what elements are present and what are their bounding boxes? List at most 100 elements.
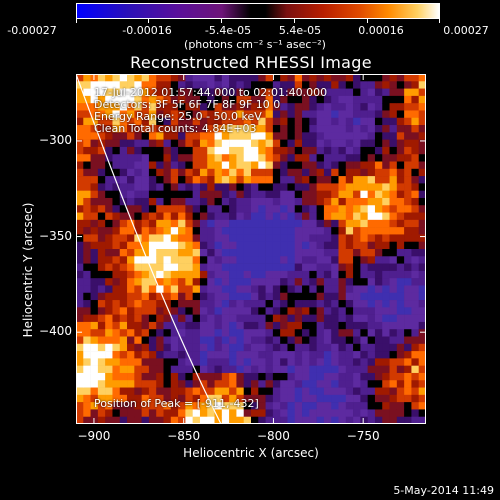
heatmap-cell	[251, 270, 259, 279]
heatmap-cell	[331, 270, 339, 279]
heatmap-cell	[97, 132, 106, 140]
heatmap-cell	[309, 139, 317, 148]
heatmap-cell	[280, 394, 288, 403]
heatmap-cell	[178, 234, 186, 243]
heatmap-cell	[90, 132, 99, 140]
heatmap-cell	[243, 88, 252, 97]
heatmap-cell	[97, 409, 106, 418]
heatmap-cell	[294, 176, 303, 184]
heatmap-cell	[119, 351, 128, 359]
heatmap-cell	[389, 139, 398, 148]
heatmap-cell	[309, 351, 317, 359]
heatmap-cell	[141, 387, 150, 396]
heatmap-cell	[294, 307, 303, 315]
heatmap-cell	[243, 270, 252, 279]
heatmap-cell	[374, 394, 383, 403]
heatmap-cell	[411, 88, 420, 97]
heatmap-cell	[294, 285, 303, 294]
heatmap-cell	[170, 365, 179, 374]
heatmap-cell	[148, 380, 157, 388]
heatmap-cell	[382, 227, 390, 235]
heatmap-cell	[185, 351, 193, 359]
heatmap-cell	[119, 103, 128, 111]
heatmap-cell	[404, 81, 412, 89]
heatmap-cell	[338, 270, 347, 279]
heatmap-cell	[367, 249, 376, 257]
heatmap-cell	[170, 249, 179, 257]
heatmap-cell	[404, 95, 412, 104]
heatmap-cell	[374, 380, 383, 388]
heatmap-cell	[163, 336, 172, 345]
heatmap-cell	[148, 372, 157, 381]
heatmap-cell	[134, 372, 142, 381]
heatmap-cell	[411, 329, 420, 337]
heatmap-cell	[360, 110, 368, 119]
heatmap-cell	[280, 234, 288, 243]
heatmap-cell	[411, 285, 420, 294]
heatmap-cell	[229, 343, 237, 352]
heatmap-cell	[236, 205, 245, 213]
heatmap-cell	[83, 285, 91, 294]
heatmap-cell	[389, 372, 398, 381]
heatmap-cell	[178, 402, 186, 410]
heatmap-cell	[134, 351, 142, 359]
heatmap-cell	[199, 183, 208, 191]
heatmap-cell	[156, 321, 164, 330]
heatmap-cell	[156, 190, 164, 199]
heatmap-cell	[141, 234, 150, 243]
heatmap-cell	[97, 416, 106, 424]
heatmap-cell	[83, 139, 91, 148]
heatmap-cell	[374, 358, 383, 366]
heatmap-cell	[243, 249, 252, 257]
heatmap-cell	[302, 132, 310, 140]
heatmap-cell	[221, 409, 230, 418]
heatmap-cell	[90, 270, 99, 279]
heatmap-cell	[302, 183, 310, 191]
heatmap-cell	[221, 81, 230, 89]
heatmap-cell	[251, 176, 259, 184]
heatmap-cell	[323, 307, 332, 315]
heatmap-cell	[141, 343, 150, 352]
heatmap-cell	[112, 285, 121, 294]
heatmap-cell	[178, 103, 186, 111]
heatmap-cell	[272, 365, 281, 374]
heatmap-cell	[258, 409, 266, 418]
heatmap-cell	[127, 176, 135, 184]
heatmap-cell	[105, 416, 113, 424]
heatmap-cell	[170, 314, 179, 323]
heatmap-cell	[404, 358, 412, 366]
heatmap-cell	[243, 161, 252, 170]
heatmap-cell	[185, 380, 193, 388]
heatmap-cell	[170, 394, 179, 403]
heatmap-cell	[367, 307, 376, 315]
heatmap-cell	[302, 197, 310, 206]
heatmap-cell	[192, 249, 201, 257]
heatmap-cell	[141, 372, 150, 381]
heatmap-cell	[309, 110, 317, 119]
heatmap-cell	[367, 117, 376, 126]
heatmap-cell	[134, 139, 142, 148]
heatmap-cell	[345, 380, 354, 388]
heatmap-cell	[163, 372, 172, 381]
heatmap-cell	[258, 372, 266, 381]
heatmap-cell	[280, 343, 288, 352]
heatmap-cell	[382, 336, 390, 345]
heatmap-cell	[199, 263, 208, 272]
heatmap-cell	[207, 351, 215, 359]
heatmap-cell	[119, 219, 128, 228]
heatmap-cell	[192, 110, 201, 119]
heatmap-cell	[214, 161, 223, 170]
heatmap-cell	[90, 292, 99, 301]
heatmap-cell	[127, 183, 135, 191]
heatmap-cell	[119, 270, 128, 279]
heatmap-cell	[112, 256, 121, 264]
heatmap-cell	[331, 212, 339, 221]
heatmap-cell	[265, 161, 274, 170]
heatmap-cell	[119, 336, 128, 345]
heatmap-cell	[374, 336, 383, 345]
heatmap-cell	[112, 278, 121, 286]
heatmap-cell	[338, 300, 347, 308]
heatmap-cell	[229, 285, 237, 294]
heatmap-cell	[141, 300, 150, 308]
heatmap-cell	[404, 343, 412, 352]
